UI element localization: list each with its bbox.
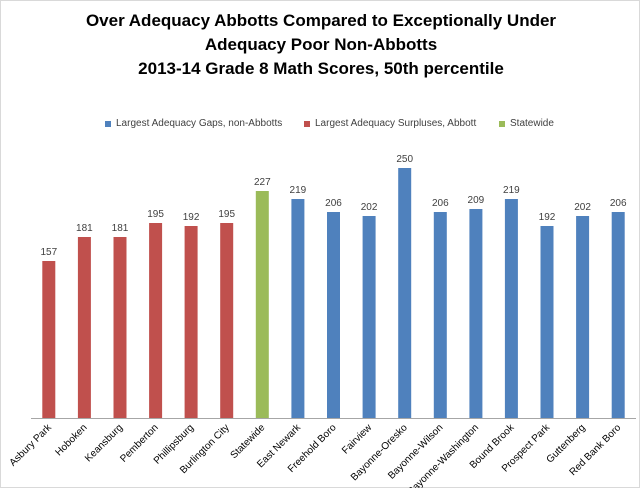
x-tick-label-fairview: Fairview: [340, 422, 375, 457]
data-label-hoboken: 181: [76, 223, 93, 234]
legend-label-non-abbotts: Largest Adequacy Gaps, non-Abbotts: [116, 118, 283, 129]
bar-phillipsburg: [184, 226, 198, 418]
bar-burlington-city: [220, 223, 234, 418]
x-tick-label-hoboken: Hoboken: [53, 422, 89, 458]
data-label-fairview: 202: [361, 202, 378, 213]
bar-hoboken: [77, 237, 91, 418]
bar-bayonne-oresko: [398, 168, 412, 418]
bar-guttenberg: [576, 216, 590, 418]
data-label-bayonne-washington: 209: [468, 195, 485, 206]
data-label-guttenberg: 202: [574, 202, 591, 213]
bar-pemberton: [149, 223, 163, 418]
data-label-bound-brook: 219: [503, 185, 520, 196]
legend-item-abbotts: Largest Adequacy Surpluses, Abbott: [304, 118, 476, 129]
data-label-asbury-park: 157: [40, 247, 57, 258]
bar-bound-brook: [504, 199, 518, 418]
data-label-statewide: 227: [254, 177, 271, 188]
legend-label-abbotts: Largest Adequacy Surpluses, Abbott: [315, 118, 477, 129]
data-label-red-bank-boro: 206: [610, 198, 627, 209]
data-label-east-newark: 219: [290, 185, 307, 196]
bar-keansburg: [113, 237, 127, 418]
data-label-prospect-park: 192: [539, 212, 556, 223]
legend-swatch-abbotts: [304, 120, 310, 127]
bar-bayonne-wilson: [433, 212, 447, 418]
chart-title-line-3: 2013-14 Grade 8 Math Scores, 50th percen…: [138, 59, 504, 78]
legend-label-statewide: Statewide: [510, 118, 554, 129]
legend-swatch-statewide: [499, 120, 505, 127]
data-label-pemberton: 195: [147, 209, 164, 220]
legend-item-non-abbotts: Largest Adequacy Gaps, non-Abbotts: [105, 118, 282, 129]
bar-asbury-park: [42, 261, 56, 418]
legend-item-statewide: Statewide: [499, 118, 554, 129]
data-label-phillipsburg: 192: [183, 212, 200, 223]
bar-fairview: [362, 216, 376, 418]
bar-prospect-park: [540, 226, 554, 418]
bar-red-bank-boro: [611, 212, 625, 418]
data-label-bayonne-oresko: 250: [396, 154, 413, 165]
x-tick-label-asbury-park: Asbury Park: [8, 422, 55, 469]
legend-swatch-non-abbotts: [105, 120, 111, 127]
data-label-keansburg: 181: [112, 223, 129, 234]
bar-statewide: [255, 191, 269, 418]
chart-legend: Largest Adequacy Gaps, non-Abbotts Large…: [1, 118, 640, 134]
data-label-bayonne-wilson: 206: [432, 198, 449, 209]
chart-title-line-2: Adequacy Poor Non-Abbotts: [204, 35, 438, 54]
chart-title: Over Adequacy Abbotts Compared to Except…: [1, 9, 640, 81]
data-label-freehold-boro: 206: [325, 198, 342, 209]
chart-title-line-1: Over Adequacy Abbotts Compared to Except…: [85, 11, 557, 30]
data-label-burlington-city: 195: [218, 209, 235, 220]
bar-bayonne-washington: [469, 209, 483, 418]
bar-east-newark: [291, 199, 305, 418]
bar-freehold-boro: [327, 212, 340, 418]
